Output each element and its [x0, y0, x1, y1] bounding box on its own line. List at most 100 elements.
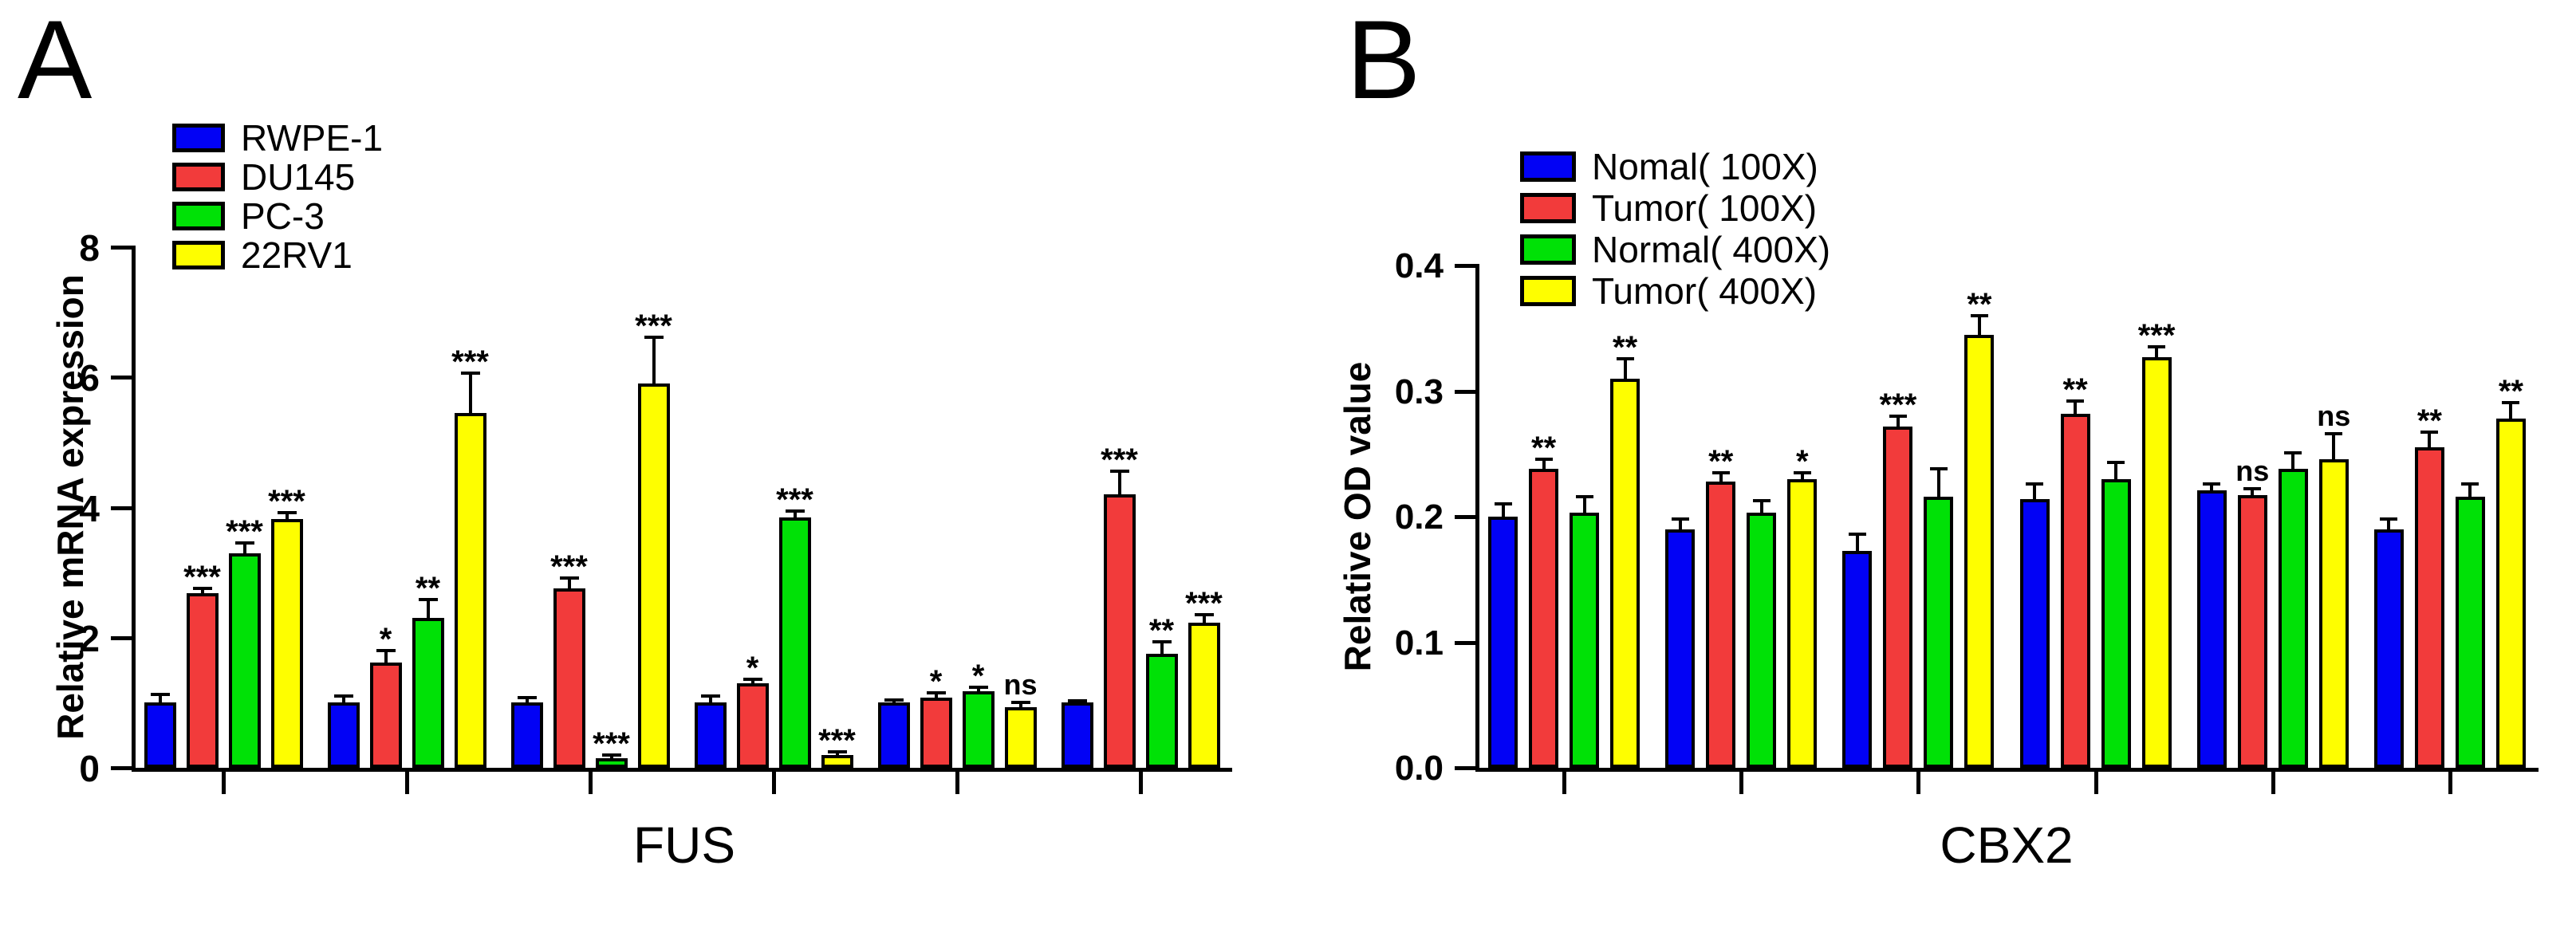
error-bar	[1855, 534, 1859, 557]
panel-letter-B: B	[1346, 0, 1421, 122]
bar-Tumor( 400X)-group1	[1610, 378, 1641, 768]
significance-label: ***	[776, 482, 813, 518]
error-bar	[652, 336, 656, 391]
error-bar	[567, 577, 571, 595]
significance-label: *	[746, 650, 759, 686]
legend-item: Nomal( 100X)	[1520, 148, 1818, 185]
error-bar	[2291, 452, 2295, 476]
x-axis-title-A: FUS	[633, 816, 735, 874]
x-tick	[405, 772, 409, 794]
error-bar	[1719, 472, 1723, 488]
error-bar-cap	[1534, 457, 1553, 461]
y-tick-label: 0.4	[1394, 246, 1444, 285]
bar-Tumor( 400X)-group3	[1964, 334, 1995, 768]
significance-label: ***	[226, 514, 263, 550]
y-tick-label: 4	[79, 487, 100, 529]
bar-22RV1-group6	[1188, 622, 1220, 768]
significance-label: ***	[593, 726, 630, 761]
bar-RWPE-1-group2	[327, 702, 360, 768]
bar-22RV1-group4	[821, 754, 853, 768]
significance-label: ***	[451, 344, 489, 380]
error-bar-cap	[517, 695, 537, 699]
y-tick	[111, 766, 132, 770]
legend-item: 22RV1	[172, 237, 353, 273]
bar-Tumor( 400X)-group5	[2318, 458, 2349, 768]
bar-22RV1-group3	[637, 383, 670, 768]
bar-Tumor( 100X)-group6	[2414, 447, 2444, 768]
bar-Nomal( 100X)-group6	[2373, 529, 2404, 768]
bar-Normal( 400X)-group2	[1747, 513, 1777, 768]
error-bar	[158, 694, 162, 710]
error-bar	[1896, 416, 1900, 433]
legend-label: PC-3	[241, 195, 325, 237]
error-bar	[1678, 519, 1682, 536]
error-bar-cap	[2203, 482, 2221, 486]
y-tick	[1455, 264, 1475, 268]
error-bar-cap	[2243, 487, 2262, 491]
bar-RWPE-1-group6	[1061, 702, 1093, 768]
bar-PC-3-group6	[1145, 654, 1178, 768]
bar-Nomal( 100X)-group2	[1665, 529, 1696, 768]
y-tick	[1455, 515, 1475, 519]
significance-label: ***	[2137, 318, 2176, 354]
legend-item: Tumor( 400X)	[1520, 273, 1817, 309]
error-bar	[2074, 401, 2078, 420]
bar-Tumor( 100X)-group1	[1529, 469, 1559, 768]
error-bar-cap	[1109, 469, 1129, 473]
error-bar-cap	[1494, 502, 1512, 506]
legend-swatch-nomal-100x	[1520, 151, 1576, 182]
error-bar	[2033, 484, 2037, 505]
legend-label: RWPE-1	[241, 117, 384, 159]
significance-label: **	[1531, 430, 1557, 466]
y-tick	[111, 505, 132, 510]
bar-PC-3-group2	[412, 618, 444, 768]
x-tick	[1739, 772, 1744, 794]
error-bar	[468, 372, 472, 420]
error-bar-cap	[150, 692, 170, 696]
error-bar-cap	[1152, 640, 1172, 644]
bar-DU145-group6	[1103, 494, 1136, 768]
error-bar-cap	[460, 371, 480, 375]
legend-label: Nomal( 100X)	[1592, 146, 1818, 187]
y-tick-label: 0.3	[1394, 372, 1444, 411]
y-tick	[1455, 640, 1475, 645]
error-bar	[384, 651, 388, 669]
significance-label: ***	[818, 722, 856, 758]
x-tick	[2448, 772, 2452, 794]
significance-label: **	[415, 571, 441, 607]
error-bar	[2155, 347, 2159, 364]
error-bar	[1501, 504, 1505, 523]
bar-Tumor( 100X)-group3	[1883, 426, 1913, 768]
legend-label: Tumor( 400X)	[1592, 270, 1818, 312]
x-axis-title-B: CBX2	[1940, 816, 2074, 874]
y-axis	[1475, 264, 1479, 772]
error-bar	[242, 543, 246, 560]
significance-label: ***	[1101, 442, 1138, 478]
significance-label: ns	[2235, 454, 2270, 488]
error-bar	[708, 696, 712, 710]
y-axis	[132, 246, 136, 772]
error-bar-cap	[234, 541, 254, 545]
bar-RWPE-1-group4	[694, 702, 727, 768]
error-bar-cap	[926, 691, 946, 695]
error-bar-cap	[1929, 467, 1948, 471]
error-bar-cap	[1575, 494, 1593, 498]
error-bar	[2114, 462, 2118, 486]
error-bar-cap	[2066, 399, 2085, 403]
error-bar-cap	[1889, 415, 1907, 418]
bar-Normal( 400X)-group6	[2455, 496, 2485, 768]
error-bar-cap	[601, 753, 621, 757]
legend-swatch-rwpe1	[172, 124, 225, 152]
legend-label: 22RV1	[241, 234, 353, 276]
error-bar	[1117, 470, 1121, 501]
significance-label: ***	[550, 549, 588, 584]
error-bar	[1542, 458, 1546, 476]
y-tick-label: 0.1	[1394, 623, 1444, 663]
error-bar-cap	[2284, 450, 2302, 454]
significance-label: ***	[635, 308, 672, 344]
bar-Nomal( 100X)-group3	[1842, 550, 1873, 768]
y-tick-label: 0	[79, 748, 100, 789]
bar-Tumor( 100X)-group4	[2060, 413, 2090, 768]
error-bar	[1582, 496, 1586, 520]
